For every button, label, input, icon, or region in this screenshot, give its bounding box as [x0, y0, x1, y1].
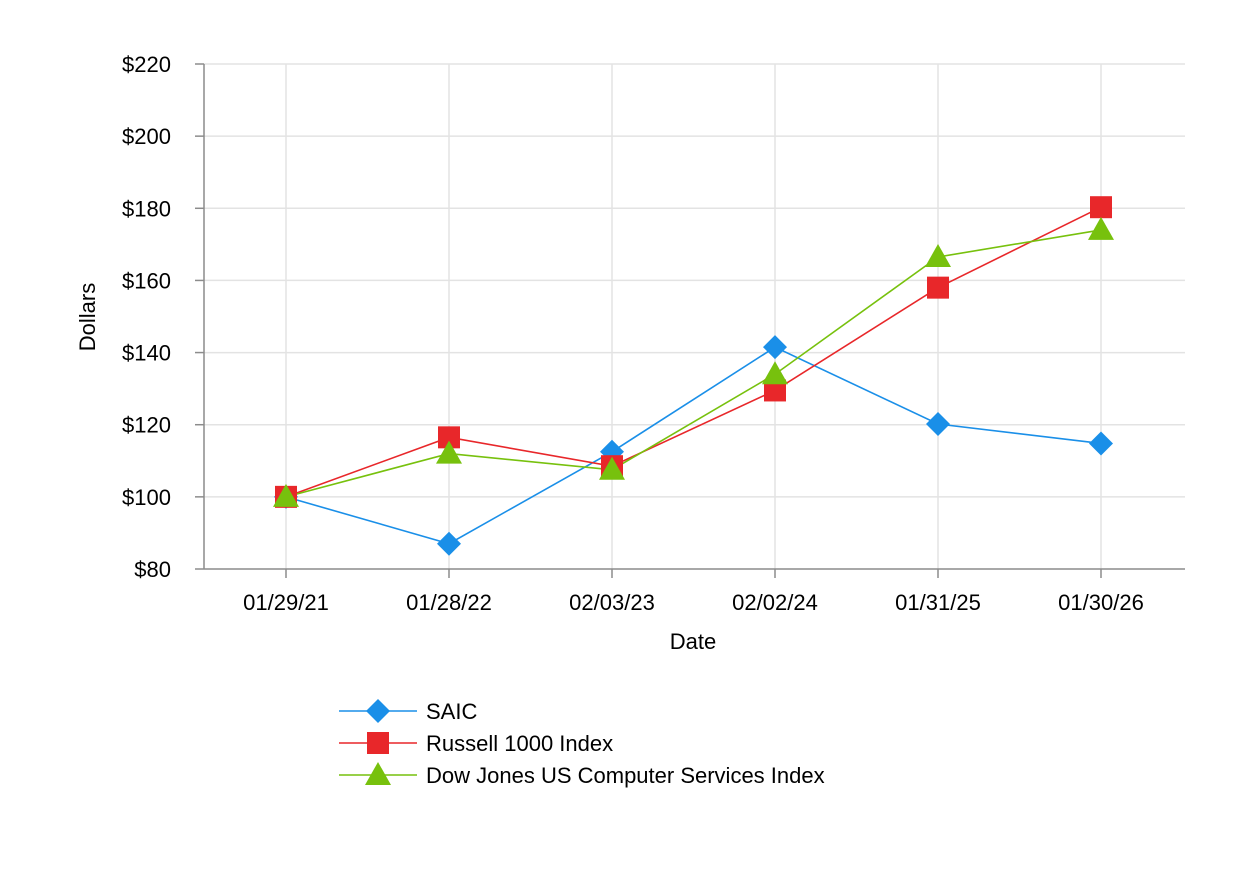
data-point [1088, 216, 1114, 240]
y-tick-label: $100 [122, 485, 171, 510]
data-point [1090, 196, 1112, 219]
y-axis-title: Dollars [75, 283, 100, 351]
legend-label: Dow Jones US Computer Services Index [426, 763, 825, 788]
y-tick-label: $180 [122, 196, 171, 221]
series-line [285, 206, 1102, 498]
data-point [764, 379, 786, 402]
y-tick-label: $160 [122, 268, 171, 293]
data-point [599, 456, 625, 480]
x-tick-label: 01/29/21 [243, 590, 329, 615]
data-point [763, 335, 787, 360]
data-point [927, 276, 949, 299]
legend-marker [365, 762, 391, 785]
series-line [285, 346, 1102, 545]
data-point [762, 361, 788, 385]
y-tick-label: $80 [134, 557, 171, 582]
legend-label: Russell 1000 Index [426, 731, 613, 756]
series-lines [285, 206, 1102, 545]
x-tick-label: 01/30/26 [1058, 590, 1144, 615]
legend-marker [366, 699, 390, 723]
data-point [925, 243, 951, 267]
y-tick-label: $200 [122, 124, 171, 149]
data-point [436, 440, 462, 464]
y-tick-label: $140 [122, 341, 171, 366]
data-point [926, 411, 950, 436]
series-line [285, 229, 1102, 498]
x-axis-title: Date [670, 629, 716, 654]
data-point [273, 483, 299, 507]
y-tick-label: $220 [122, 52, 171, 77]
axes: $80 $100 $120 $140 $160 $180 $200 $220 01/29/21 0… [122, 52, 1185, 615]
legend: SAIC Russell 1000 Index Dow Jones US Compu… [339, 699, 825, 788]
data-point [437, 531, 461, 556]
legend-marker [367, 732, 389, 754]
grid [204, 63, 1185, 569]
data-point [1089, 431, 1113, 456]
y-tick-label: $120 [122, 413, 171, 438]
x-tick-label: 01/31/25 [895, 590, 981, 615]
series-markers [273, 196, 1114, 556]
data-point [438, 426, 460, 449]
x-tick-label: 01/28/22 [406, 590, 492, 615]
x-tick-label: 02/02/24 [732, 590, 818, 615]
legend-label: SAIC [426, 699, 477, 724]
x-tick-label: 02/03/23 [569, 590, 655, 615]
